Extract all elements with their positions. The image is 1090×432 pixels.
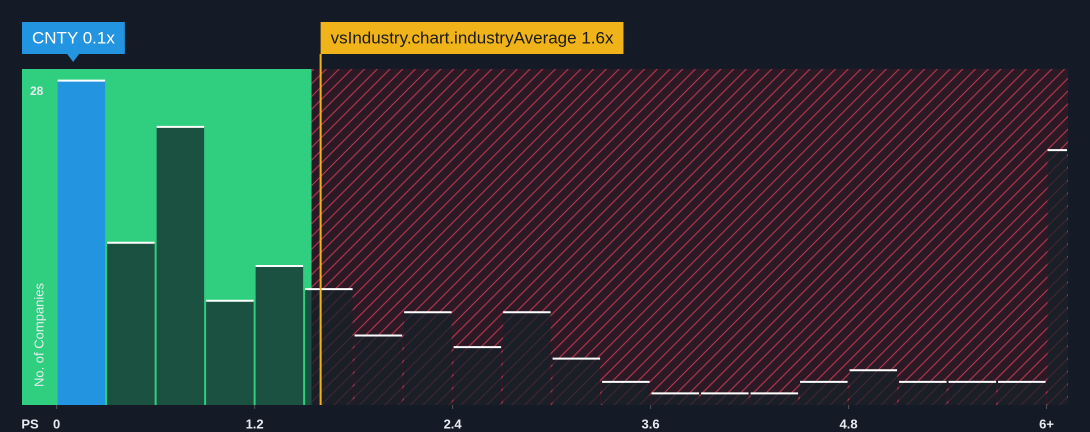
bar bbox=[255, 265, 304, 405]
marker-pointer bbox=[67, 54, 80, 62]
marker-label: vsIndustry.chart.industryAverage 1.6x bbox=[331, 28, 614, 47]
bar bbox=[503, 312, 551, 405]
x-axis-label: PS bbox=[21, 416, 39, 431]
x-tick-label: 3.6 bbox=[642, 416, 660, 431]
bar bbox=[156, 126, 205, 406]
bar bbox=[107, 242, 155, 405]
bar bbox=[948, 381, 997, 405]
bar bbox=[849, 370, 898, 405]
marker-box bbox=[22, 22, 125, 54]
bar bbox=[404, 312, 452, 405]
bar bbox=[899, 381, 947, 405]
bar bbox=[57, 80, 106, 405]
bar bbox=[552, 358, 601, 405]
x-tick-label: 2.4 bbox=[444, 416, 463, 431]
x-tick-label: 4.8 bbox=[840, 416, 858, 431]
bar bbox=[800, 381, 848, 405]
bar bbox=[1047, 150, 1067, 405]
bar bbox=[206, 300, 254, 405]
bar bbox=[701, 393, 749, 405]
bar bbox=[998, 381, 1046, 405]
bar bbox=[651, 393, 700, 405]
bar bbox=[602, 381, 650, 405]
marker-label: CNTY 0.1x bbox=[32, 28, 115, 47]
bar bbox=[750, 393, 799, 405]
x-tick-label: 0 bbox=[53, 416, 60, 431]
y-tick-label: 28 bbox=[30, 84, 44, 98]
y-axis-label: No. of Companies bbox=[31, 282, 46, 387]
x-tick-label: 6+ bbox=[1039, 416, 1054, 431]
bar bbox=[354, 335, 403, 405]
bar bbox=[305, 289, 353, 405]
x-tick-label: 1.2 bbox=[246, 416, 264, 431]
bar bbox=[453, 347, 502, 405]
marker-box bbox=[320, 22, 624, 54]
